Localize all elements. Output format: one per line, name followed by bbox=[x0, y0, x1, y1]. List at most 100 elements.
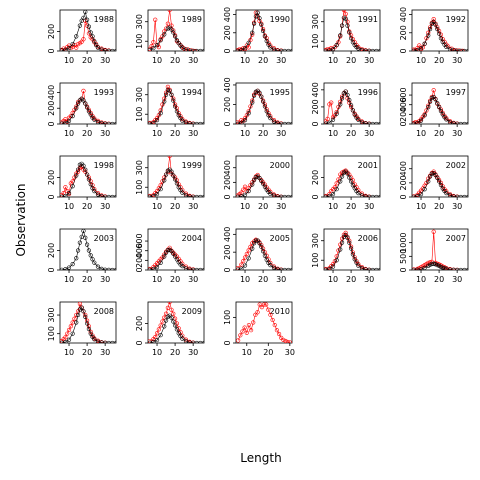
y-tick-label: 100 bbox=[135, 34, 144, 49]
panel-plot-area bbox=[236, 172, 292, 197]
model-point bbox=[262, 34, 268, 39]
x-tick-label: 10 bbox=[416, 129, 426, 138]
observed-point bbox=[151, 40, 156, 45]
panel-2001: 10 20 30 0 200 2001 bbox=[311, 155, 381, 211]
y-tick-label: 0 bbox=[399, 194, 408, 199]
model-point bbox=[158, 111, 163, 116]
panel-plot-area bbox=[60, 302, 116, 343]
observed-point bbox=[241, 258, 246, 264]
x-tick-label: 10 bbox=[328, 56, 338, 65]
x-tick-label: 20 bbox=[170, 56, 180, 65]
model-point bbox=[334, 258, 339, 263]
panel-plot-area bbox=[236, 10, 292, 51]
observed-point bbox=[246, 322, 252, 328]
panel-plot-area bbox=[148, 245, 204, 270]
model-point bbox=[74, 34, 79, 39]
observed-line bbox=[413, 231, 458, 270]
observed-point bbox=[160, 102, 165, 107]
x-tick-label: 30 bbox=[100, 275, 110, 284]
observed-point bbox=[154, 331, 160, 336]
panel-year-label: 1999 bbox=[182, 161, 202, 170]
x-tick-label: 20 bbox=[258, 129, 268, 138]
model-point bbox=[345, 92, 350, 98]
model-point bbox=[338, 102, 343, 107]
model-point bbox=[356, 263, 361, 268]
model-point bbox=[250, 30, 255, 35]
panel-2010: 10 20 30 0 100 2010 bbox=[223, 301, 295, 357]
panel-frame bbox=[235, 82, 293, 125]
model-line bbox=[413, 96, 468, 124]
observed-point bbox=[63, 335, 68, 340]
model-point bbox=[172, 254, 178, 259]
observed-point bbox=[165, 305, 170, 310]
panel-year-label: 1990 bbox=[270, 15, 290, 24]
model-point bbox=[330, 46, 336, 51]
y-tick-label: 0 bbox=[47, 267, 56, 272]
observed-point bbox=[81, 37, 86, 42]
panel-year-label: 1991 bbox=[358, 15, 378, 24]
model-point bbox=[260, 28, 266, 34]
x-tick-label: 10 bbox=[64, 129, 74, 138]
y-tick-label: 400 bbox=[399, 97, 408, 112]
y-tick-label: 300 bbox=[47, 307, 56, 322]
model-line bbox=[325, 234, 380, 270]
panel-year-label: 2008 bbox=[94, 307, 114, 316]
observed-point bbox=[251, 320, 256, 325]
observed-point bbox=[253, 312, 258, 317]
x-tick-label: 20 bbox=[346, 202, 356, 211]
y-tick-label: 300 bbox=[311, 233, 320, 248]
model-point bbox=[433, 97, 438, 102]
model-point bbox=[86, 248, 92, 253]
model-point bbox=[198, 48, 203, 51]
observed-point bbox=[334, 181, 339, 186]
model-point bbox=[81, 163, 86, 168]
y-tick-label: 100 bbox=[311, 253, 320, 268]
y-tick-label: 100 bbox=[135, 180, 144, 195]
x-tick-label: 20 bbox=[170, 129, 180, 138]
observed-point bbox=[246, 248, 251, 253]
model-point bbox=[180, 118, 185, 123]
model-point bbox=[242, 117, 248, 123]
y-tick-label: 0 bbox=[399, 267, 408, 272]
observed-point bbox=[169, 307, 174, 312]
model-point bbox=[415, 47, 420, 51]
y-tick-label: 300 bbox=[135, 160, 144, 175]
model-point bbox=[251, 21, 257, 26]
observed-point bbox=[343, 11, 348, 17]
model-point bbox=[63, 47, 68, 51]
x-tick-label: 20 bbox=[434, 129, 444, 138]
model-point bbox=[163, 92, 169, 97]
model-point bbox=[339, 96, 345, 101]
model-point bbox=[242, 263, 248, 268]
y-tick-label: 200 bbox=[135, 253, 144, 268]
panel-year-label: 2001 bbox=[358, 161, 378, 170]
model-point bbox=[268, 116, 273, 121]
model-line bbox=[237, 90, 292, 124]
panel-frame bbox=[147, 228, 205, 271]
model-point bbox=[427, 99, 433, 104]
model-point bbox=[330, 264, 336, 269]
observed-point bbox=[240, 329, 245, 334]
model-point bbox=[259, 178, 264, 183]
model-point bbox=[81, 229, 86, 234]
model-point bbox=[88, 30, 93, 35]
model-point bbox=[347, 30, 352, 35]
panel-plot-area bbox=[60, 229, 116, 270]
model-point bbox=[194, 340, 199, 343]
x-tick-label: 30 bbox=[285, 348, 295, 357]
panel-frame bbox=[59, 228, 117, 271]
model-point bbox=[348, 179, 354, 184]
y-tick-label: 200 bbox=[223, 25, 232, 40]
panel-plot-area bbox=[148, 156, 204, 197]
model-point bbox=[429, 171, 434, 176]
observed-point bbox=[268, 312, 273, 317]
model-point bbox=[88, 182, 93, 187]
x-tick-label: 20 bbox=[82, 202, 92, 211]
y-tick-label: 200 bbox=[223, 245, 232, 260]
panel-1995: 10 20 30 0 200 400 1995 bbox=[223, 77, 293, 138]
model-point bbox=[151, 339, 156, 343]
